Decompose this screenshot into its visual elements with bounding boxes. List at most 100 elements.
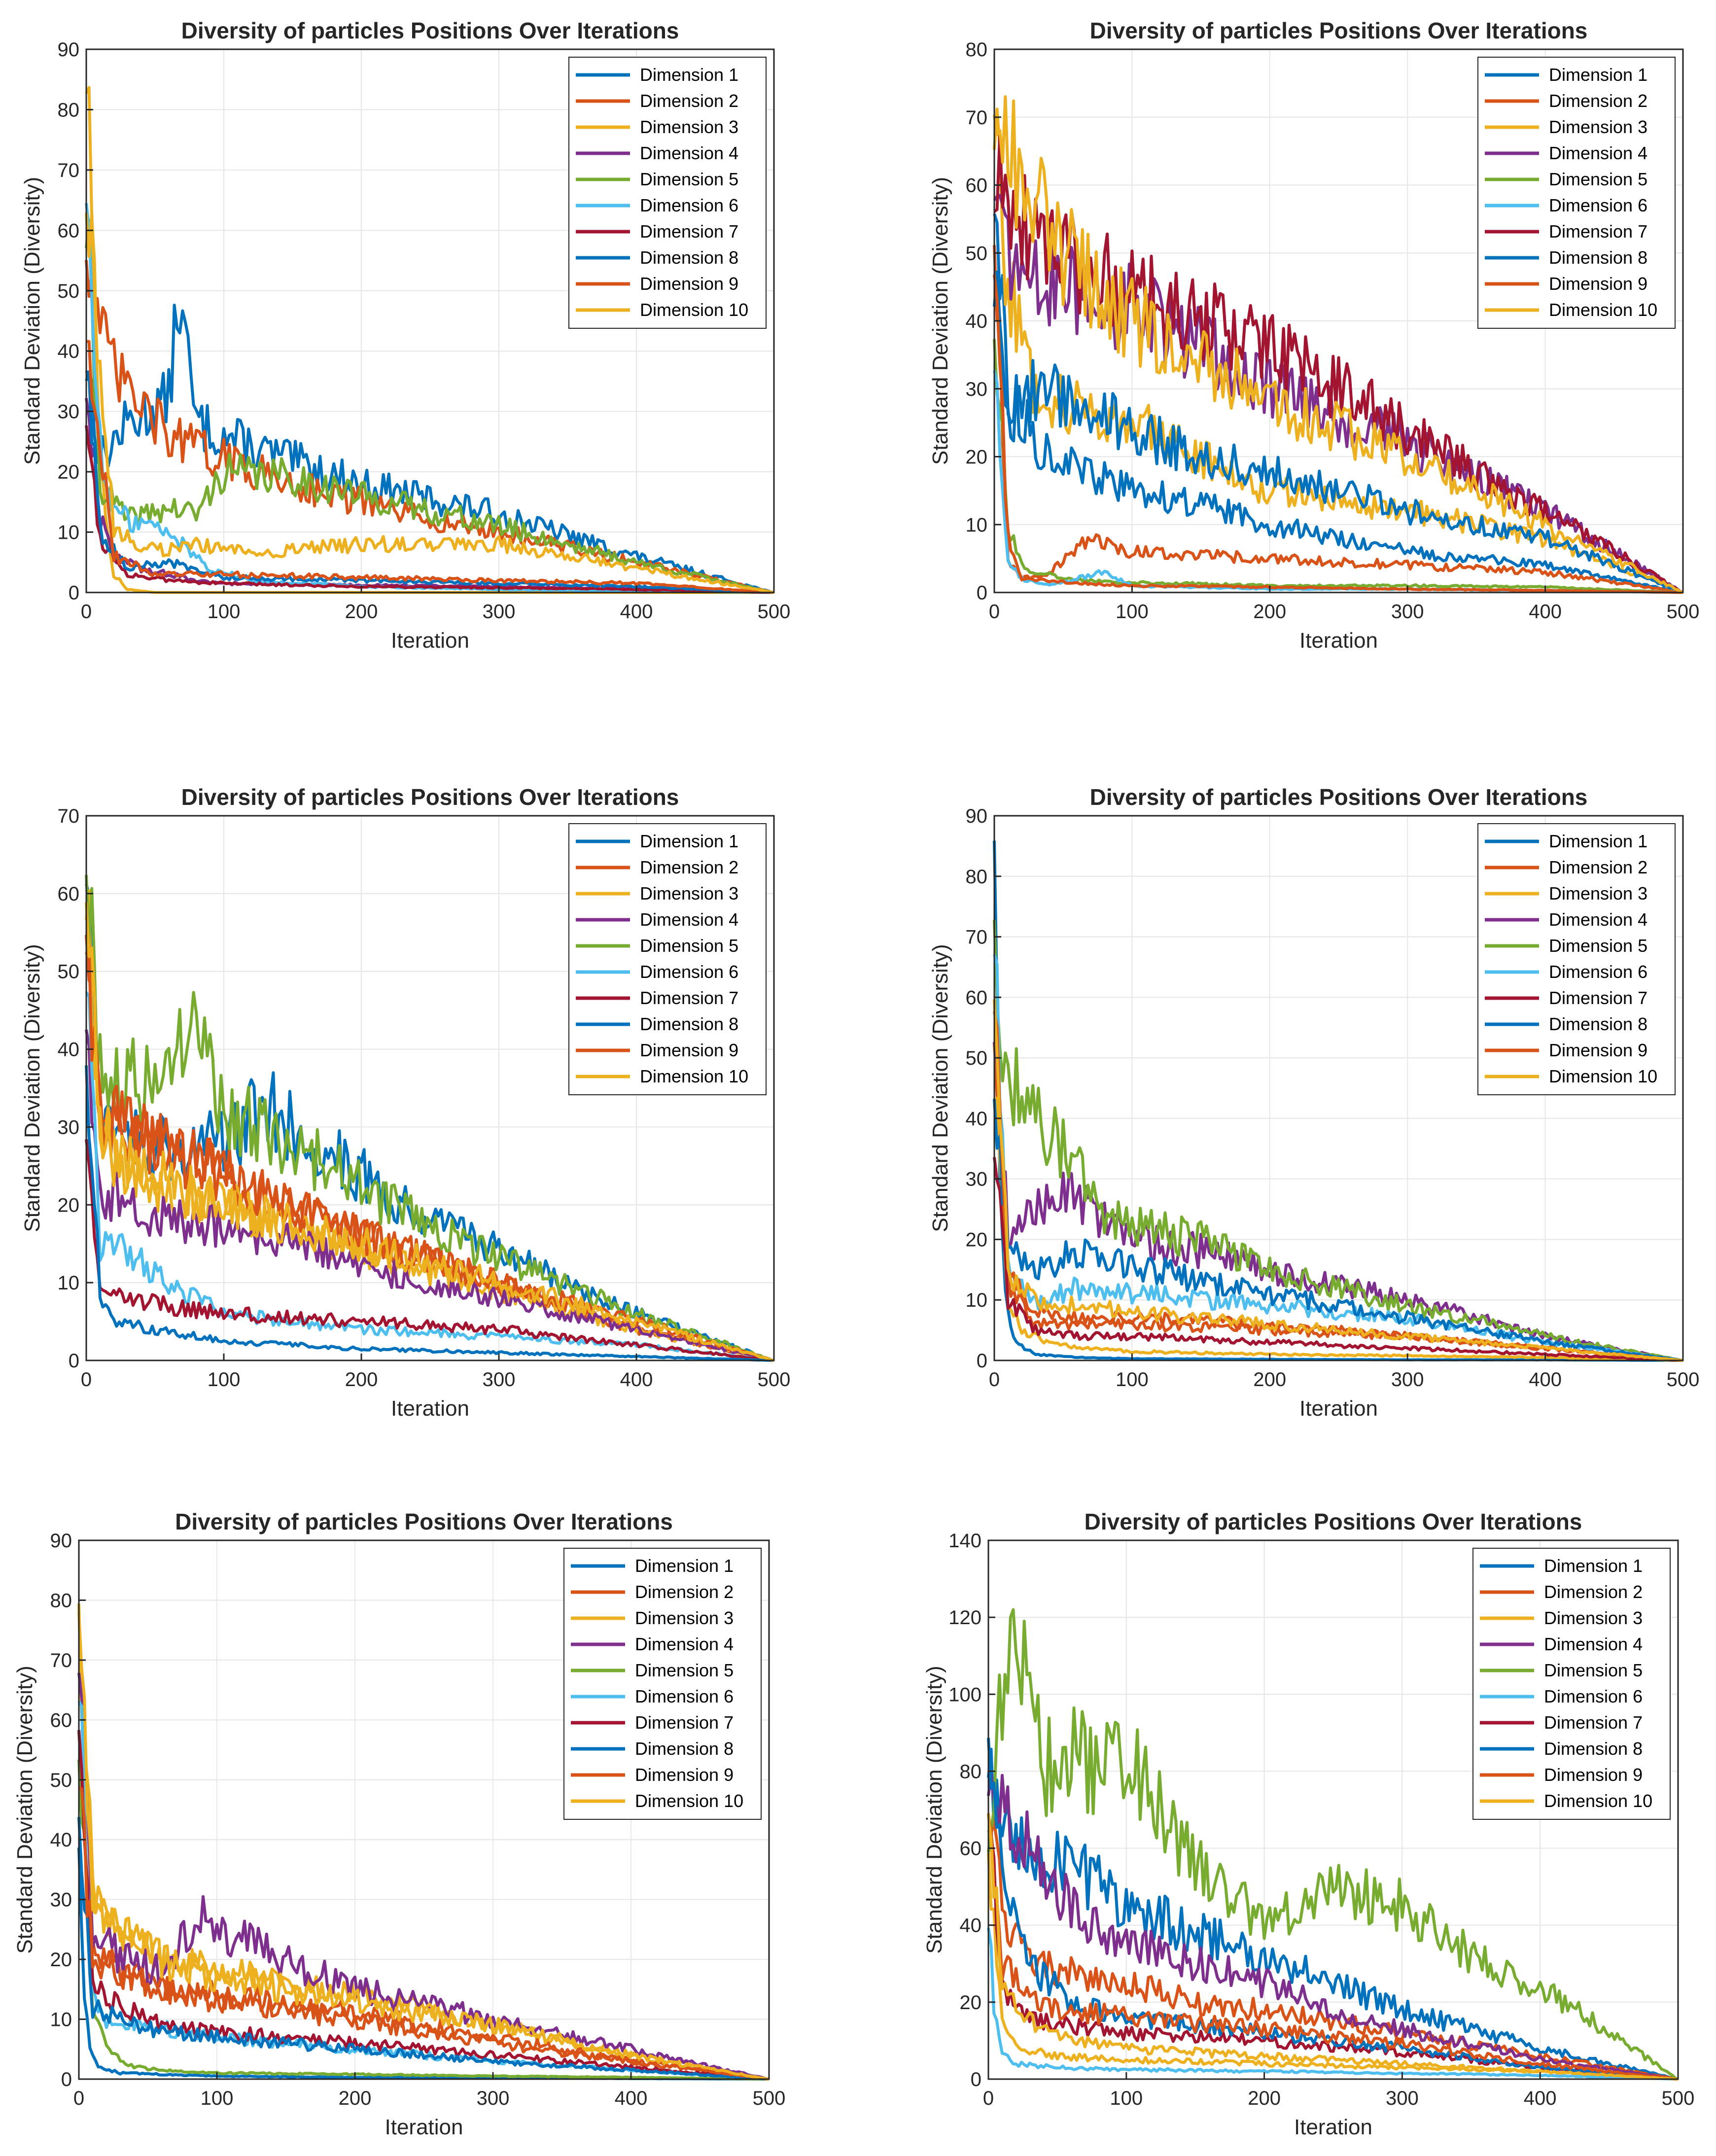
series-line-dimension-10 xyxy=(85,902,774,1362)
legend-label-dimension-7: Dimension 7 xyxy=(635,1712,734,1733)
legend-label-dimension-5: Dimension 5 xyxy=(1544,1660,1643,1680)
legend-label-dimension-6: Dimension 6 xyxy=(1549,195,1647,215)
x-tick-label: 0 xyxy=(983,2087,994,2109)
x-tick-label: 400 xyxy=(1524,2087,1557,2109)
legend-label-dimension-10: Dimension 10 xyxy=(1549,1066,1657,1086)
series-line-dimension-5 xyxy=(77,1759,769,2081)
x-axis-label: Iteration xyxy=(391,1396,469,1421)
x-tick-label: 100 xyxy=(1116,601,1149,623)
y-tick-label: 70 xyxy=(50,1650,72,1671)
legend-label-dimension-8: Dimension 8 xyxy=(635,1739,734,1759)
series-line-dimension-7 xyxy=(993,133,1683,594)
legend-label-dimension-9: Dimension 9 xyxy=(1549,1040,1647,1060)
chart-panel-6: 0 100 200 300 400 500 0 20 40 60 80 100 120 140 Divers… xyxy=(922,1509,1694,2139)
y-tick-label: 50 xyxy=(966,243,988,264)
legend-label-dimension-1: Dimension 1 xyxy=(1549,65,1647,85)
series-line-dimension-10 xyxy=(77,1612,770,2081)
legend-label-dimension-6: Dimension 6 xyxy=(1549,962,1647,982)
series-lines xyxy=(85,874,774,1362)
legend-label-dimension-5: Dimension 5 xyxy=(640,169,738,189)
series-lines xyxy=(987,1608,1679,2081)
x-tick-label: 300 xyxy=(477,2087,510,2109)
x-tick-label: 500 xyxy=(758,1369,791,1391)
y-axis-label: Standard Deviation (Diversity) xyxy=(20,944,44,1232)
x-tick-label: 500 xyxy=(1667,1369,1700,1391)
axes-box xyxy=(78,1539,770,2080)
y-tick-label: 50 xyxy=(966,1047,988,1069)
x-tick-label: 0 xyxy=(81,1369,92,1391)
x-tick-label: 0 xyxy=(73,2087,84,2109)
series-line-dimension-5 xyxy=(85,218,774,594)
y-tick-label: 80 xyxy=(966,39,988,61)
series-line-dimension-7 xyxy=(993,1157,1683,1362)
chart-panel-1: 0 100 200 300 400 500 0 10 20 30 40 50 60 70 80 90 Diver… xyxy=(20,18,790,653)
legend-label-dimension-3: Dimension 3 xyxy=(635,1608,734,1628)
series-line-dimension-2 xyxy=(987,1814,1679,2081)
series-lines xyxy=(77,1603,770,2081)
y-tick-label: 40 xyxy=(966,311,988,332)
legend: Dimension 1 Dimension 2 Dimension 3 Dimensi… xyxy=(1477,57,1676,329)
y-tick-label: 70 xyxy=(966,927,988,948)
y-tick-label: 70 xyxy=(58,160,80,181)
legend-label-dimension-1: Dimension 1 xyxy=(640,831,738,851)
chart-panel-3: 0 100 200 300 400 500 0 10 20 30 40 50 60 70 Diversity… xyxy=(20,784,790,1421)
y-tick-label: 0 xyxy=(61,2069,72,2090)
legend-label-dimension-9: Dimension 9 xyxy=(1549,274,1647,294)
x-tick-label: 300 xyxy=(1386,2087,1419,2109)
series-line-dimension-5 xyxy=(85,874,774,1362)
series-line-dimension-4 xyxy=(85,1029,774,1362)
y-tick-label: 100 xyxy=(948,1684,981,1705)
legend-label-dimension-2: Dimension 2 xyxy=(635,1582,734,1602)
y-tick-label: 10 xyxy=(50,2009,72,2031)
legend: Dimension 1 Dimension 2 Dimension 3 Dimensi… xyxy=(1472,1548,1671,1820)
legend-label-dimension-3: Dimension 3 xyxy=(1549,883,1647,904)
legend-label-dimension-2: Dimension 2 xyxy=(640,91,738,111)
series-line-dimension-10 xyxy=(993,999,1683,1362)
y-tick-label: 30 xyxy=(58,1116,80,1138)
y-tick-label: 60 xyxy=(966,175,988,197)
series-line-dimension-7 xyxy=(85,1139,774,1362)
series-line-dimension-9 xyxy=(993,274,1683,594)
series-line-dimension-7 xyxy=(77,1730,770,2081)
series-line-dimension-1 xyxy=(85,304,774,594)
x-tick-label: 300 xyxy=(1391,1369,1424,1391)
axes-box xyxy=(85,815,775,1361)
legend-label-dimension-9: Dimension 9 xyxy=(635,1765,734,1785)
series-line-dimension-4 xyxy=(987,1773,1679,2081)
legend-label-dimension-3: Dimension 3 xyxy=(640,883,738,904)
series-line-dimension-1 xyxy=(987,1747,1679,2081)
chart-title: Diversity of particles Positions Over It… xyxy=(1090,18,1588,43)
y-tick-label: 50 xyxy=(50,1770,72,1791)
y-tick-label: 40 xyxy=(58,1039,80,1061)
y-tick-label: 80 xyxy=(966,866,988,888)
x-tick-label: 100 xyxy=(1116,1369,1149,1391)
x-tick-label: 300 xyxy=(1391,601,1424,623)
x-tick-label: 100 xyxy=(208,1369,241,1391)
legend-label-dimension-5: Dimension 5 xyxy=(1549,936,1647,956)
y-tick-label: 20 xyxy=(960,1992,982,2014)
legend-label-dimension-6: Dimension 6 xyxy=(1544,1686,1643,1706)
legend-label-dimension-3: Dimension 3 xyxy=(1549,117,1647,137)
legend-label-dimension-6: Dimension 6 xyxy=(640,962,738,982)
x-tick-label: 200 xyxy=(1248,2087,1281,2109)
legend-label-dimension-7: Dimension 7 xyxy=(1544,1712,1643,1733)
x-axis-label: Iteration xyxy=(385,2115,463,2139)
chart-title: Diversity of particles Positions Over It… xyxy=(181,784,679,810)
legend-label-dimension-5: Dimension 5 xyxy=(635,1660,734,1680)
series-line-dimension-5 xyxy=(993,339,1683,594)
y-tick-label: 140 xyxy=(948,1530,981,1552)
series-line-dimension-5 xyxy=(987,1608,1679,2081)
legend-label-dimension-2: Dimension 2 xyxy=(1549,91,1647,111)
x-tick-label: 200 xyxy=(1253,601,1286,623)
y-tick-label: 60 xyxy=(966,987,988,1008)
legend-label-dimension-7: Dimension 7 xyxy=(1549,988,1647,1008)
y-tick-label: 90 xyxy=(966,805,988,827)
series-line-dimension-10 xyxy=(987,1813,1679,2081)
y-tick-label: 30 xyxy=(50,1889,72,1911)
y-tick-label: 30 xyxy=(58,401,80,423)
legend-label-dimension-5: Dimension 5 xyxy=(1549,169,1647,189)
y-tick-label: 0 xyxy=(977,1350,987,1372)
y-tick-label: 80 xyxy=(50,1590,72,1611)
legend-label-dimension-10: Dimension 10 xyxy=(1549,300,1657,320)
legend-label-dimension-10: Dimension 10 xyxy=(635,1791,743,1811)
